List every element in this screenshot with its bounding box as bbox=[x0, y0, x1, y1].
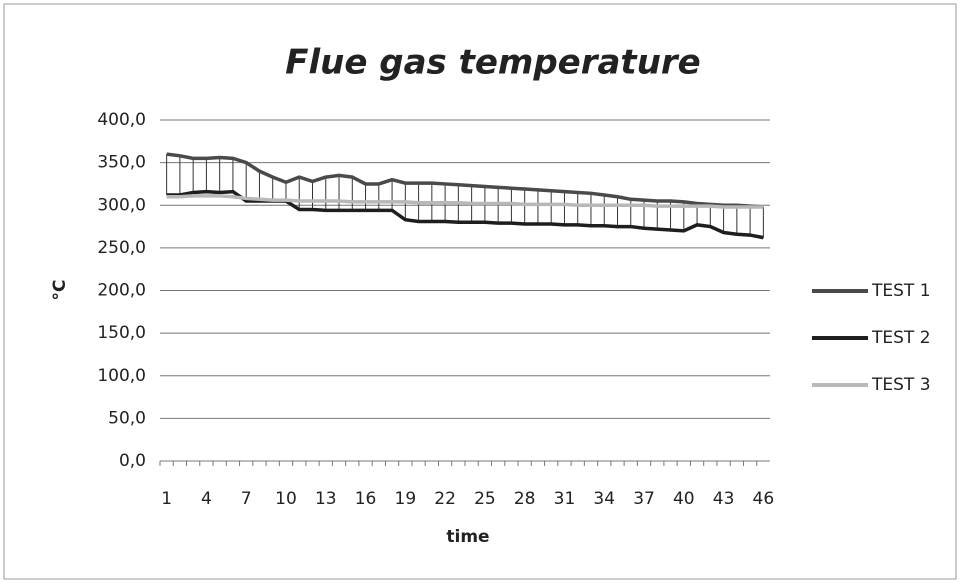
x-tick-label: 25 bbox=[474, 489, 496, 509]
legend-label: TEST 3 bbox=[871, 375, 931, 395]
x-axis-label: time bbox=[446, 527, 489, 547]
x-tick-label: 22 bbox=[434, 489, 456, 509]
y-tick-label: 400,0 bbox=[97, 110, 146, 130]
x-tick-label: 37 bbox=[633, 489, 655, 509]
x-tick-label: 10 bbox=[275, 489, 297, 509]
x-tick-label: 7 bbox=[241, 489, 252, 509]
x-tick-label: 34 bbox=[593, 489, 615, 509]
y-axis-label: °C bbox=[50, 280, 70, 301]
x-tick-label: 43 bbox=[713, 489, 735, 509]
chart-title: Flue gas temperature bbox=[285, 43, 700, 83]
y-tick-label: 150,0 bbox=[97, 323, 146, 343]
x-tick-label: 4 bbox=[201, 489, 212, 509]
x-tick-label: 1 bbox=[161, 489, 172, 509]
x-tick-label: 31 bbox=[554, 489, 576, 509]
y-tick-label: 0,0 bbox=[119, 451, 146, 471]
x-tick-label: 28 bbox=[514, 489, 536, 509]
y-tick-label: 250,0 bbox=[97, 238, 146, 258]
series-line bbox=[166, 194, 764, 209]
x-tick-label: 46 bbox=[753, 489, 775, 509]
y-tick-label: 350,0 bbox=[97, 153, 146, 173]
y-tick-label: 100,0 bbox=[97, 366, 146, 386]
legend-label: TEST 1 bbox=[871, 281, 931, 301]
x-tick-label: 19 bbox=[395, 489, 417, 509]
y-tick-label: 50,0 bbox=[108, 408, 146, 428]
x-tick-label: 13 bbox=[315, 489, 337, 509]
y-tick-label: 300,0 bbox=[97, 195, 146, 215]
chart-frame bbox=[3, 3, 957, 580]
legend-label: TEST 2 bbox=[871, 328, 931, 348]
y-tick-label: 200,0 bbox=[97, 281, 146, 301]
series-line bbox=[166, 152, 764, 209]
x-tick-label: 40 bbox=[673, 489, 695, 509]
x-tick-label: 16 bbox=[355, 489, 377, 509]
